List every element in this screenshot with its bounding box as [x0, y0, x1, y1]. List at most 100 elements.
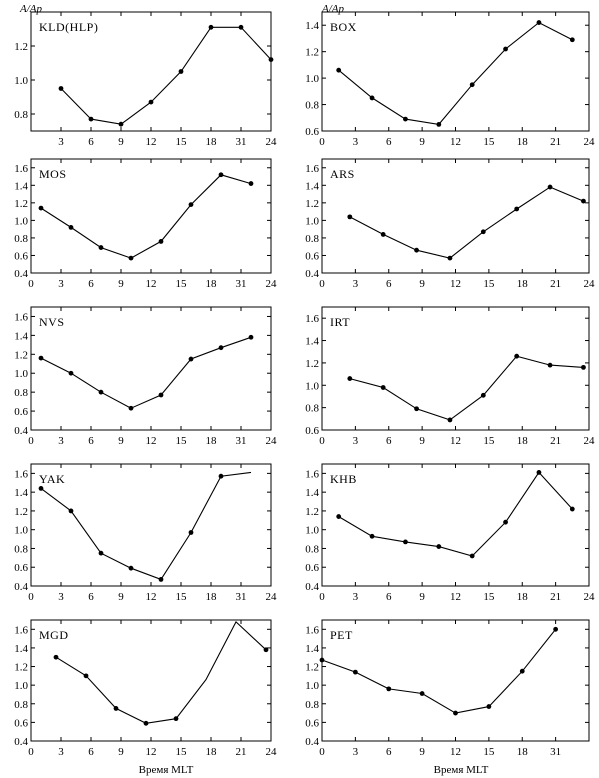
- x-tick-label: 15: [176, 746, 188, 758]
- x-tick-label: 0: [28, 278, 34, 290]
- y-tick-label: 0.4: [305, 736, 319, 748]
- series-line: [60, 26, 272, 125]
- y-tick-label: 1.4: [305, 20, 319, 32]
- data-point: [148, 99, 154, 105]
- x-tick-label: 6: [88, 591, 94, 603]
- x-tick-label: 21: [550, 591, 561, 603]
- station-label: ARS: [330, 167, 355, 181]
- x-tick-label: 18: [517, 136, 529, 148]
- y-tick-label: 1.0: [305, 73, 319, 85]
- x-tick-label: 9: [118, 435, 124, 447]
- panel-irt: 0 3 6 9 12 15 18 21 24 0.6 0.8 1.0 1.2 1.4 1.6 IRT: [305, 306, 595, 447]
- data-point: [369, 533, 375, 539]
- panel-ars: 0 3 6 9 12 15 18 21 24 0.4 0.6 0.8 1.0 1.2 1.4 1.6 ARS: [305, 158, 595, 290]
- x-tick-label: 6: [386, 136, 392, 148]
- x-tick-label: 3: [58, 435, 64, 447]
- data-point: [98, 245, 104, 250]
- x-tick-label: 9: [419, 136, 425, 148]
- data-point: [118, 121, 124, 127]
- data-point: [173, 716, 179, 722]
- y-tick-label: 0.6: [305, 562, 319, 574]
- station-label: NVS: [39, 315, 65, 329]
- x-tick-label: 21: [550, 136, 561, 148]
- x-tick-label: 15: [483, 278, 495, 290]
- x-tick-label: 15: [483, 591, 495, 603]
- x-tick-label: 6: [386, 435, 392, 447]
- data-point: [436, 121, 442, 127]
- panel-nvs: 0 3 6 9 12 15 18 31 24 0.4 0.6 0.8 1.0 1.2 1.4 1.6 NVS: [14, 306, 277, 447]
- y-tick-label: 1.6: [305, 624, 319, 636]
- y-tick-label: 1.4: [14, 180, 28, 192]
- x-tick-label: 12: [450, 435, 461, 447]
- series-line: [55, 621, 267, 724]
- y-tick-label: 1.6: [14, 163, 28, 175]
- data-point: [380, 232, 386, 237]
- data-point: [419, 691, 425, 696]
- x-tick-label: 18: [206, 435, 218, 447]
- y-tick-label: 0.6: [305, 250, 319, 262]
- x-tick-label: 3: [58, 136, 64, 148]
- y-tick-label: 0.8: [14, 543, 28, 555]
- data-point: [143, 720, 149, 726]
- y-tick-label: 0.6: [14, 250, 28, 262]
- x-tick-label: 18: [206, 591, 218, 603]
- data-point: [218, 172, 224, 178]
- x-tick-label: 12: [450, 136, 461, 148]
- x-tick-label: 12: [146, 746, 157, 758]
- x-tick-label: 0: [319, 746, 325, 758]
- x-tick-label: 21: [550, 435, 561, 447]
- y-tick-label: 0.6: [305, 126, 319, 138]
- y-tick-label: 1.2: [305, 662, 319, 674]
- y-tick-label: 1.2: [14, 198, 28, 210]
- x-tick-label: 24: [584, 591, 596, 603]
- x-tick-label: 3: [58, 591, 64, 603]
- x-tick-label: 6: [386, 746, 392, 758]
- data-point: [447, 417, 453, 423]
- x-tick-label: 12: [146, 435, 157, 447]
- y-tick-label: 0.8: [305, 543, 319, 555]
- y-tick-label: 0.6: [305, 425, 319, 437]
- x-tick-label: 15: [483, 435, 495, 447]
- data-point: [447, 255, 453, 261]
- y-tick-label: 1.4: [14, 643, 28, 655]
- x-tick-label: 15: [483, 136, 495, 148]
- x-tick-label: 18: [206, 278, 218, 290]
- data-point: [519, 668, 525, 674]
- series-line: [338, 21, 573, 125]
- data-point: [58, 86, 64, 91]
- panel-khb: 0 3 6 9 12 15 18 21 24 0.4 0.6 0.8 1.0 1.2 1.4 1.6 KHB: [305, 463, 596, 603]
- y-tick-label: 0.8: [14, 109, 28, 121]
- plot-frame: [321, 306, 590, 431]
- y-tick-label: 1.6: [305, 468, 319, 480]
- panel-box: 0 3 6 9 12 15 18 21 24 0.6 0.8 1.0 1.2 1.4 BOX: [305, 11, 595, 148]
- x-tick-label: 0: [319, 591, 325, 603]
- data-point: [268, 57, 274, 62]
- series-line: [40, 471, 252, 581]
- y-tick-label: 0.4: [14, 736, 28, 748]
- x-tick-label: 31: [236, 591, 247, 603]
- data-point: [547, 184, 553, 190]
- panels-group: 3 6 9 12 15 18 31 24 0.8 1.0 1.2 KLD(HLP) 0 3 6 9 12 15 18…: [14, 11, 596, 758]
- data-point: [38, 486, 44, 491]
- x-tick-label: 15: [176, 435, 188, 447]
- data-point: [469, 82, 475, 88]
- data-point: [414, 406, 419, 412]
- plot-frame: [30, 158, 272, 274]
- y-tick-label: 0.4: [14, 268, 28, 280]
- data-point: [128, 255, 134, 261]
- x-tick-label: 15: [176, 136, 188, 148]
- x-tick-label: 9: [118, 278, 124, 290]
- y-tick-label: 1.2: [14, 662, 28, 674]
- x-tick-label: 12: [146, 136, 157, 148]
- x-tick-label: 3: [353, 746, 359, 758]
- series-line: [321, 628, 557, 714]
- x-tick-label: 9: [419, 278, 425, 290]
- series-line: [338, 471, 573, 557]
- data-point: [218, 473, 224, 479]
- data-point: [208, 24, 214, 30]
- y-tick-label: 0.6: [305, 717, 319, 729]
- y-tick-label: 0.6: [14, 717, 28, 729]
- x-tick-label: 6: [88, 278, 94, 290]
- data-point: [98, 389, 104, 395]
- panel-pet: 0 3 6 9 12 15 18 31 0.4 0.6 0.8 1.0 1.2 1.4 1.6 PET: [305, 619, 590, 758]
